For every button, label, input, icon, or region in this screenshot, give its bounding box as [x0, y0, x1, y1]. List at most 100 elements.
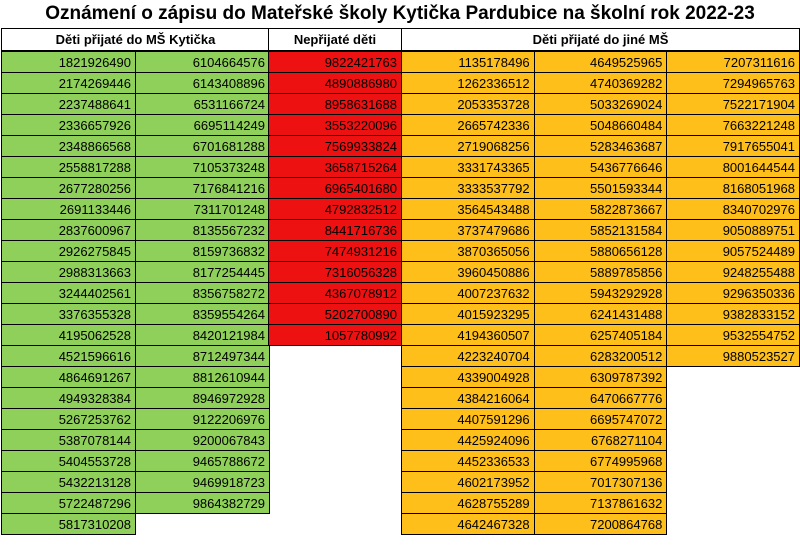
id-cell: 9469918723	[135, 471, 270, 493]
id-cell: 9465788672	[135, 450, 270, 472]
id-cell: 6143408896	[135, 72, 270, 94]
id-cell: 2665742336	[401, 114, 535, 136]
id-cell: 2677280256	[1, 177, 136, 199]
empty-cell	[667, 514, 800, 535]
id-cell: 3331743365	[401, 156, 535, 178]
id-cell: 9532554752	[666, 324, 800, 346]
id-cell: 9057524489	[666, 240, 800, 262]
id-cell: 1262336512	[401, 72, 535, 94]
table-row: 4007237632 5943292928 9296350336	[401, 282, 800, 304]
accepted-table: Děti přijaté do MŠ Kytička 1821926490 610…	[1, 28, 270, 535]
id-cell: 9200067843	[135, 429, 270, 451]
table-row: 3870365056 5880656128 9057524489	[401, 240, 800, 262]
id-cell: 7311701248	[135, 198, 270, 220]
id-cell: 4642467328	[401, 513, 535, 535]
table-row: 4223240704 6283200512 9880523527	[401, 345, 800, 367]
table-row: 5387078144 9200067843	[1, 429, 270, 451]
id-cell: 5722487296	[1, 492, 136, 514]
id-cell: 6768271104	[533, 429, 668, 451]
id-cell: 5501593344	[533, 177, 668, 199]
table-row: 3960450886 5889785856 9248255488	[401, 261, 800, 283]
id-cell: 2348866568	[1, 135, 136, 157]
id-cell: 9248255488	[666, 261, 800, 283]
id-cell: 3244402561	[1, 282, 136, 304]
table-row: 4521596616 8712497344	[1, 345, 270, 367]
id-cell: 6104664576	[135, 50, 270, 73]
id-cell: 4949328384	[1, 387, 136, 409]
table-row: 4642467328 7200864768	[401, 513, 800, 535]
table-row: 4864691267 8812610944	[1, 366, 270, 388]
id-cell: 7200864768	[533, 513, 668, 535]
id-cell: 2558817288	[1, 156, 136, 178]
table-row: 5404553728 9465788672	[1, 450, 270, 472]
id-cell: 6695114249	[135, 114, 270, 136]
id-cell: 5852131584	[533, 219, 668, 241]
id-cell: 6241431488	[533, 303, 668, 325]
id-cell: 7207311616	[666, 50, 800, 73]
table-row: 2926275845 8159736832	[1, 240, 270, 262]
id-cell: 6309787392	[533, 366, 668, 388]
id-cell: 1057780992	[268, 324, 402, 346]
id-cell: 5432213128	[1, 471, 136, 493]
table-row: 4015923295 6241431488 9382833152	[401, 303, 800, 325]
empty-cell	[667, 367, 800, 388]
id-cell: 4452336533	[401, 450, 535, 472]
id-cell: 7663221248	[666, 114, 800, 136]
id-cell: 7294965763	[666, 72, 800, 94]
id-cell: 5387078144	[1, 429, 136, 451]
id-cell: 4890886980	[268, 72, 402, 94]
table-row: 1057780992	[268, 324, 402, 346]
table-row: 7569933824	[268, 135, 402, 157]
table-row: 2053353728 5033269024 7522171904	[401, 93, 800, 115]
id-cell: 8441716736	[268, 219, 402, 241]
id-cell: 4339004928	[401, 366, 535, 388]
table-row: 4425924096 6768271104	[401, 429, 800, 451]
id-cell: 4425924096	[401, 429, 535, 451]
table-row: 2336657926 6695114249	[1, 114, 270, 136]
other-school-table: Děti přijaté do jiné MŠ 1135178496 464952…	[401, 28, 800, 535]
id-cell: 4223240704	[401, 345, 535, 367]
id-cell: 5283463687	[533, 135, 668, 157]
id-cell: 8946972928	[135, 387, 270, 409]
table-row: 2677280256 7176841216	[1, 177, 270, 199]
id-cell: 3870365056	[401, 240, 535, 262]
id-cell: 6257405184	[533, 324, 668, 346]
id-cell: 7917655041	[666, 135, 800, 157]
table-row: 7316056328	[268, 261, 402, 283]
id-cell: 7522171904	[666, 93, 800, 115]
id-cell: 7569933824	[268, 135, 402, 157]
id-cell: 8812610944	[135, 366, 270, 388]
id-cell: 8359554264	[135, 303, 270, 325]
id-cell: 9382833152	[666, 303, 800, 325]
id-cell: 4649525965	[533, 50, 668, 73]
id-cell: 8356758272	[135, 282, 270, 304]
id-cell: 5822873667	[533, 198, 668, 220]
id-cell: 4367078912	[268, 282, 402, 304]
id-cell: 6470667776	[533, 387, 668, 409]
id-cell: 6695747072	[533, 408, 668, 430]
id-cell: 3960450886	[401, 261, 535, 283]
id-cell: 2691133446	[1, 198, 136, 220]
table-row: 4195062528 8420121984	[1, 324, 270, 346]
empty-cell	[667, 409, 800, 430]
id-cell: 2926275845	[1, 240, 136, 262]
table-row: 2691133446 7311701248	[1, 198, 270, 220]
empty-cell	[667, 472, 800, 493]
id-cell: 6531166724	[135, 93, 270, 115]
id-cell: 4195062528	[1, 324, 136, 346]
table-row: 4407591296 6695747072	[401, 408, 800, 430]
id-cell: 4792832512	[268, 198, 402, 220]
id-cell: 7105373248	[135, 156, 270, 178]
table-row: 2558817288 7105373248	[1, 156, 270, 178]
id-cell: 2237488641	[1, 93, 136, 115]
table-row: 4384216064 6470667776	[401, 387, 800, 409]
id-cell: 8712497344	[135, 345, 270, 367]
id-cell: 4407591296	[401, 408, 535, 430]
id-cell: 9296350336	[666, 282, 800, 304]
table-row: 9822421763	[268, 50, 402, 73]
table-row: 5722487296 9864382729	[1, 492, 270, 514]
table-row: 1821926490 6104664576	[1, 50, 270, 73]
id-cell: 1821926490	[1, 50, 136, 73]
id-cell: 3658715264	[268, 156, 402, 178]
other-school-header: Děti přijaté do jiné MŠ	[401, 28, 800, 52]
